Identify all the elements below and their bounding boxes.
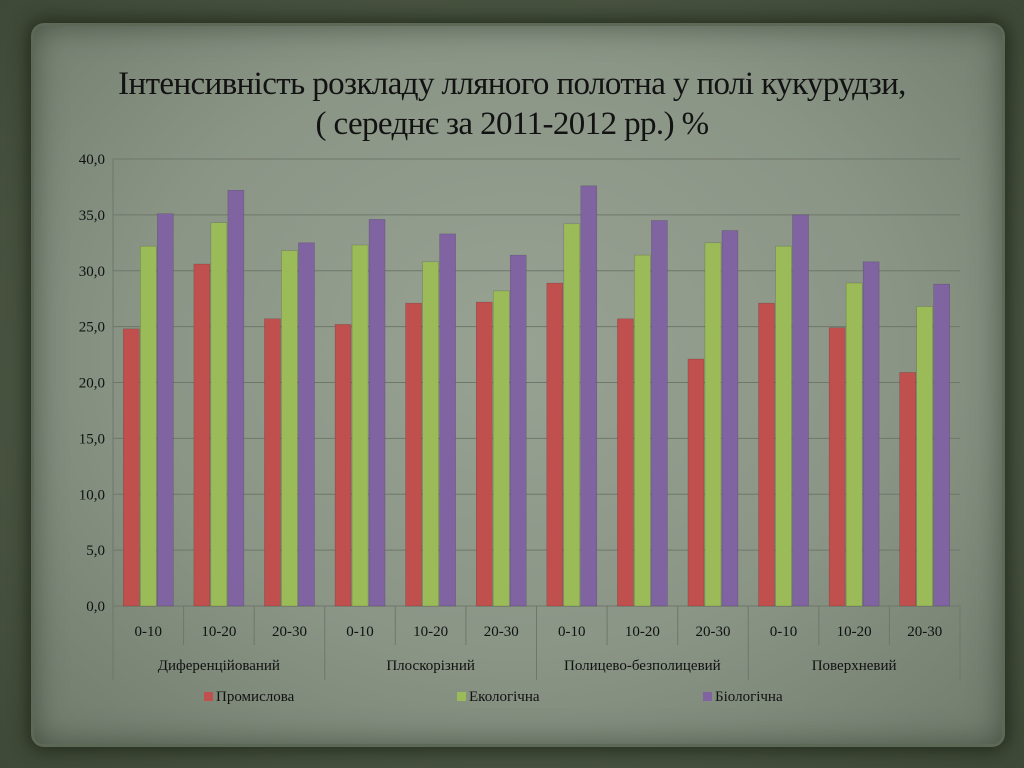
bar: [933, 283, 950, 607]
legend-swatch: [457, 692, 466, 701]
bar: [509, 254, 527, 607]
bar: [298, 242, 315, 607]
group-label: Диференційований: [158, 658, 280, 674]
bar: [422, 261, 439, 607]
bar: [704, 242, 722, 607]
x-tick-label: 20-30: [695, 624, 730, 640]
x-tick-label: 0-10: [558, 624, 586, 640]
bar: [634, 254, 651, 607]
bar: [687, 358, 705, 607]
y-tick-label: 5,0: [86, 543, 105, 559]
y-tick-label: 20,0: [79, 376, 105, 392]
x-tick-label: 10-20: [837, 624, 872, 640]
bar: [792, 214, 809, 607]
legend-label: Екологічна: [469, 689, 540, 705]
bar: [334, 324, 352, 607]
x-tick-label: 0-10: [135, 624, 163, 640]
bar: [899, 372, 916, 607]
y-tick-label: 35,0: [79, 208, 105, 224]
group-label: Полицево-безполицевий: [564, 658, 721, 674]
bar: [157, 213, 174, 607]
bar: [546, 282, 564, 607]
bar: [368, 219, 386, 607]
bar: [264, 318, 281, 607]
legend-label: Біологічна: [715, 689, 783, 705]
y-tick-label: 15,0: [79, 431, 105, 447]
bar: [281, 250, 298, 607]
bar: [580, 185, 598, 607]
bar: [651, 220, 668, 607]
slide-title: Інтенсивність розкладу лляного полотна у…: [40, 64, 984, 144]
y-tick-label: 25,0: [79, 320, 105, 336]
x-tick-label: 0-10: [770, 624, 798, 640]
bar: [193, 263, 211, 607]
group-label: Плоскорізний: [386, 658, 475, 674]
legend-swatch: [703, 692, 712, 701]
x-tick-label: 20-30: [484, 624, 519, 640]
bar: [775, 245, 792, 607]
y-tick-label: 10,0: [79, 487, 105, 503]
bar: [862, 261, 880, 607]
x-tick-label: 10-20: [413, 624, 448, 640]
bar: [828, 327, 846, 607]
x-tick-label: 10-20: [201, 624, 236, 640]
x-tick-label: 20-30: [907, 624, 942, 640]
bar: [140, 245, 157, 607]
y-tick-label: 40,0: [79, 152, 105, 168]
y-tick-label: 0,0: [86, 599, 105, 615]
bar: [758, 302, 775, 607]
bar: [845, 282, 863, 607]
x-tick-label: 10-20: [625, 624, 660, 640]
group-label: Поверхневий: [812, 658, 897, 674]
bar: [439, 233, 456, 607]
bar: [721, 230, 739, 607]
bar: [916, 306, 933, 607]
bar: [123, 328, 140, 607]
bar: [617, 318, 634, 607]
legend-swatch: [204, 692, 213, 701]
bar: [405, 302, 422, 607]
bar: [210, 222, 228, 607]
x-tick-label: 0-10: [346, 624, 374, 640]
legend-label: Промислова: [216, 689, 295, 705]
title-line-1: Інтенсивність розкладу лляного полотна у…: [118, 66, 906, 102]
bar: [563, 223, 581, 607]
title-line-2: ( середнє за 2011-2012 рр.) %: [315, 106, 709, 142]
bar: [351, 244, 369, 607]
y-tick-label: 30,0: [79, 264, 105, 280]
bar: [492, 290, 510, 607]
x-tick-label: 20-30: [272, 624, 307, 640]
bar: [475, 301, 493, 607]
bar: [227, 190, 245, 607]
